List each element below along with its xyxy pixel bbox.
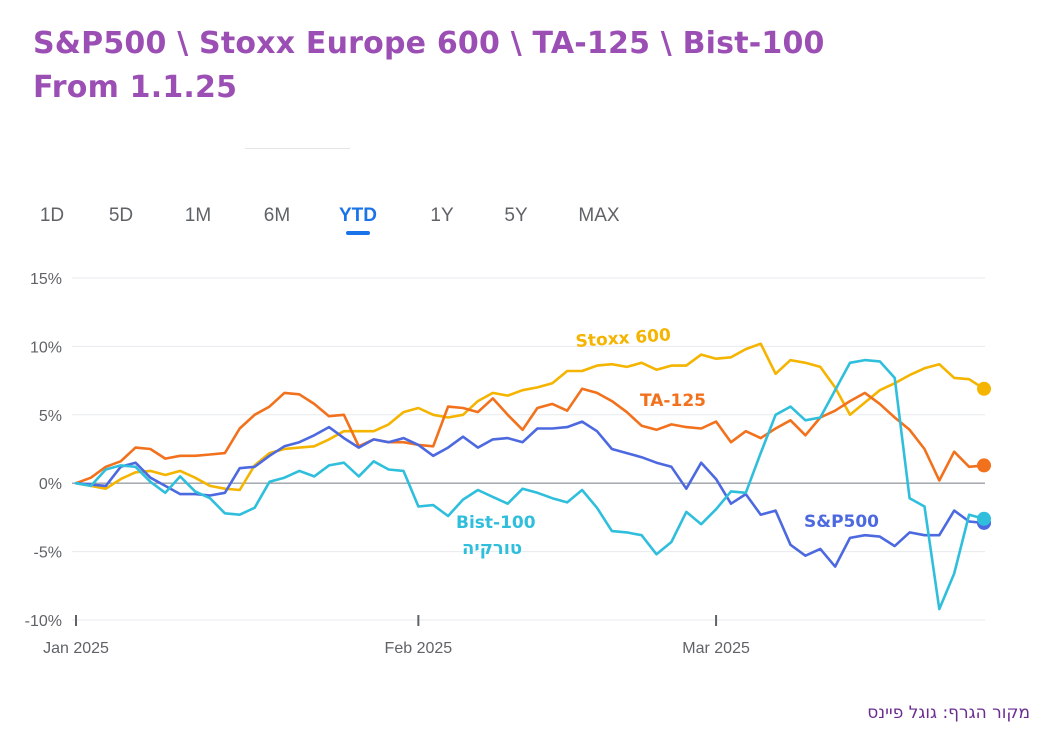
chart-title: S&P500 \ Stoxx Europe 600 \ TA-125 \ Bis… xyxy=(33,22,825,110)
series-end-point-stoxx-600 xyxy=(977,381,991,396)
line-chart: 15% 10% 5% 0% -5% -10% Jan 2025 Feb 2025 Mar 202… xyxy=(25,271,991,657)
series-line-ta-125 xyxy=(74,387,986,485)
series-line-bist-100 xyxy=(74,358,986,611)
y-tick-label: 5% xyxy=(39,408,62,425)
chart-title-line-2: From 1.1.25 xyxy=(33,70,238,105)
tab-1m[interactable]: 1M xyxy=(184,205,212,226)
x-tick-label: Mar 2025 xyxy=(682,640,750,657)
series-line-s-p500 xyxy=(74,420,986,568)
tab-ytd[interactable]: YTD xyxy=(328,200,388,235)
tab-1d[interactable]: 1D xyxy=(39,205,65,226)
x-tick-label: Feb 2025 xyxy=(385,640,453,657)
series-end-point-ta-125 xyxy=(977,458,991,473)
tab-6m[interactable]: 6M xyxy=(263,205,291,226)
series-label-stoxx-600: Stoxx 600 xyxy=(575,325,672,352)
series-label-bist-100: Bist-100 xyxy=(456,513,536,533)
series-end-point-bist-100 xyxy=(977,511,991,526)
y-tick-label: 10% xyxy=(30,339,62,356)
source-note: מקור הגרף: גוגל פיינס xyxy=(867,703,1030,723)
series-label-s-p500: S&P500 xyxy=(804,512,879,532)
chart-title-line-1: S&P500 \ Stoxx Europe 600 \ TA-125 \ Bis… xyxy=(33,26,825,61)
tab-1y[interactable]: 1Y xyxy=(430,205,454,226)
tab-max[interactable]: MAX xyxy=(578,205,620,226)
series-label-bist-100: טורקיה xyxy=(462,538,522,559)
tab-5y[interactable]: 5Y xyxy=(504,205,528,226)
y-tick-label: -5% xyxy=(34,545,62,562)
divider xyxy=(245,148,350,149)
y-tick-label: -10% xyxy=(25,613,62,630)
series-label-ta-125: TA-125 xyxy=(640,391,706,411)
y-tick-label: 15% xyxy=(30,271,62,288)
y-tick-label: 0% xyxy=(39,476,62,493)
tab-5d[interactable]: 5D xyxy=(108,205,134,226)
x-tick-label: Jan 2025 xyxy=(43,640,109,657)
